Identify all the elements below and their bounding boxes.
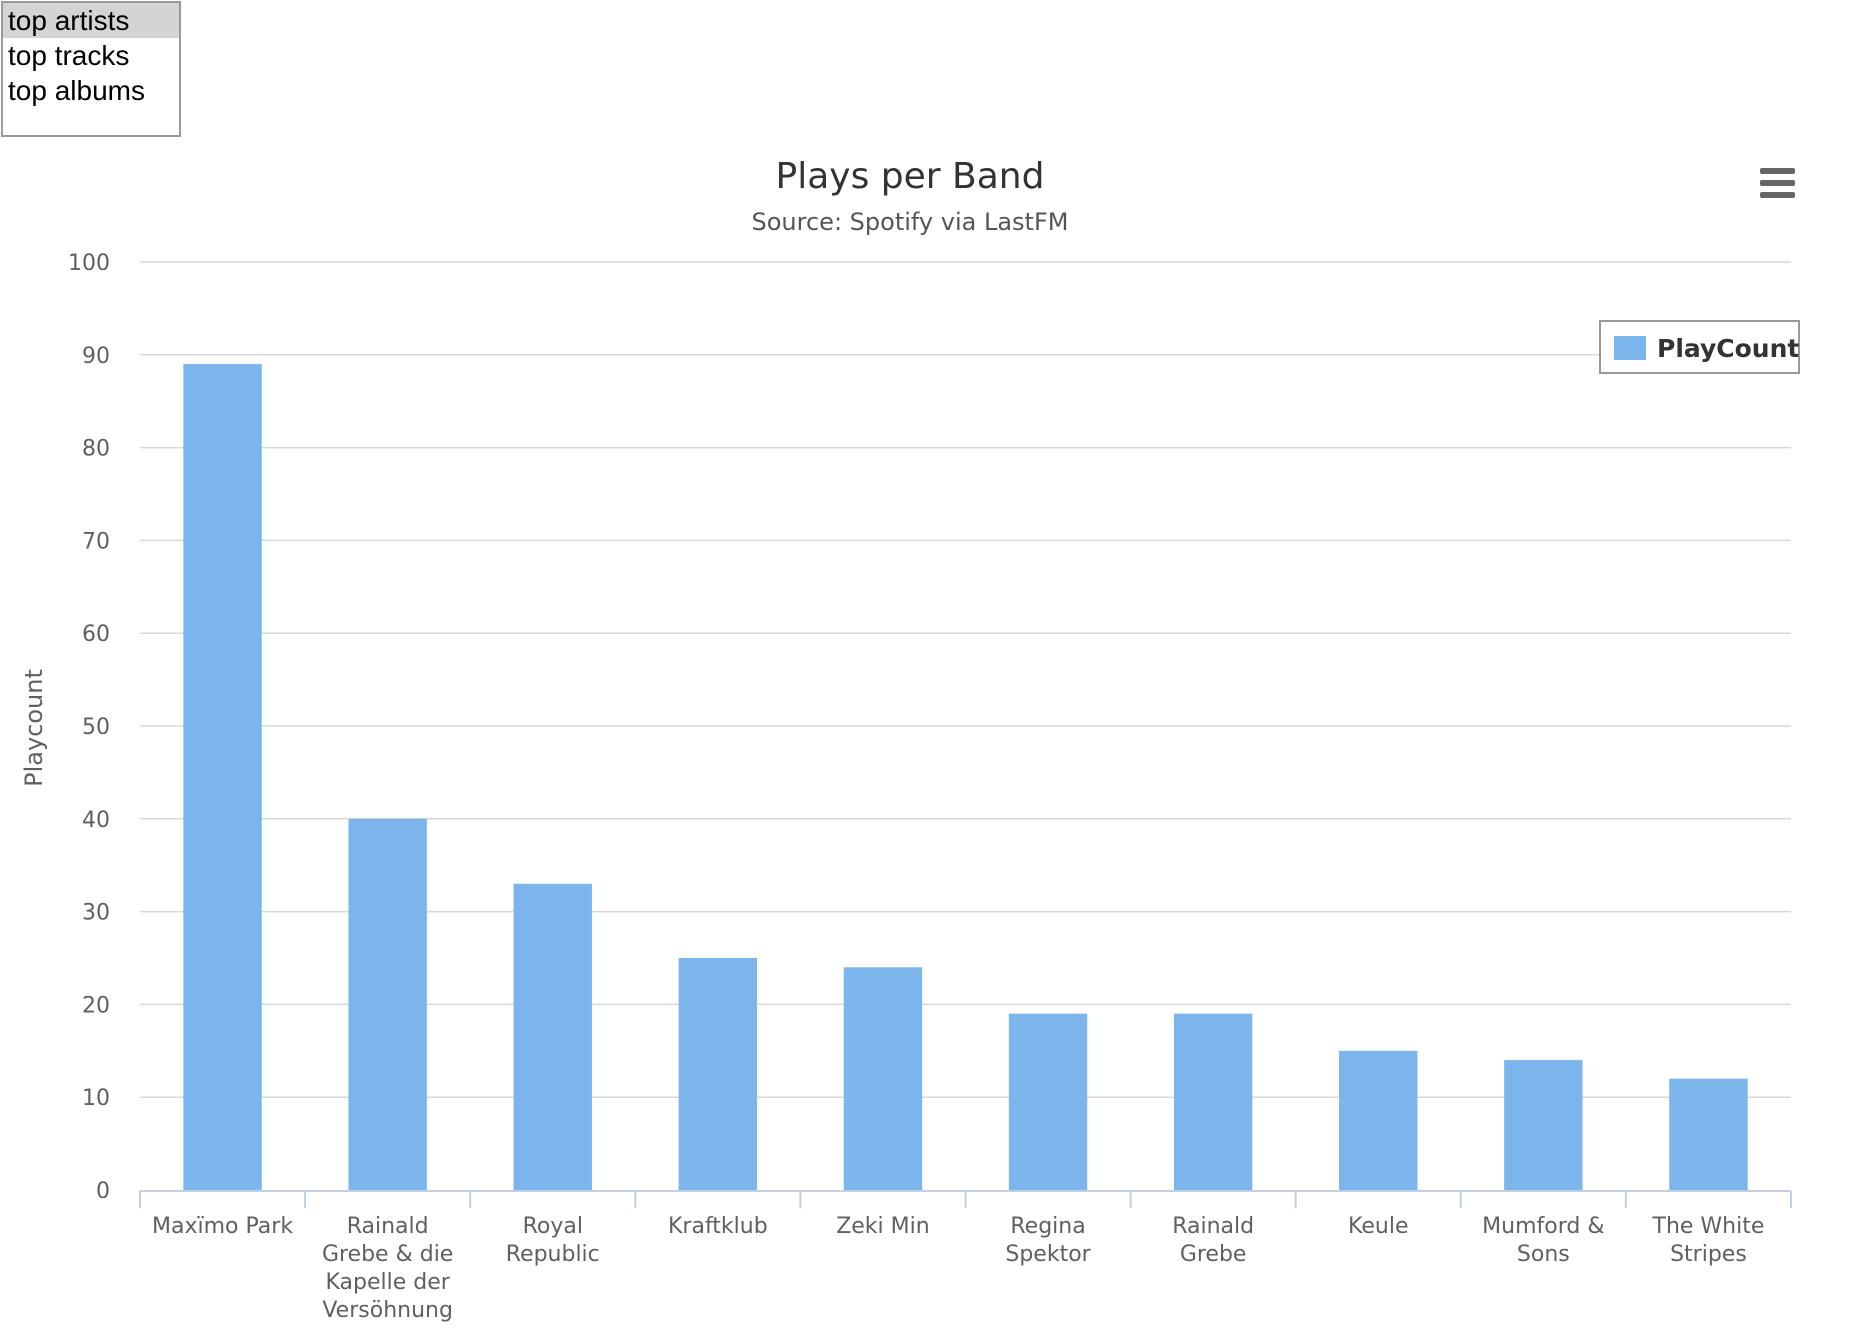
y-tick-label: 100: [68, 251, 110, 276]
bar[interactable]: [1008, 1013, 1088, 1190]
bar[interactable]: [1504, 1060, 1583, 1190]
y-tick-label: 40: [82, 808, 110, 833]
y-axis-tick-labels: 0 10 20 30 40 50 60 70 80 90 100: [68, 251, 110, 1204]
chart-title: Plays per Band: [776, 156, 1045, 197]
y-tick-label: 90: [82, 344, 110, 369]
x-axis: [139, 1190, 1792, 1208]
legend-swatch: [1614, 336, 1646, 360]
bar[interactable]: [1173, 1013, 1253, 1190]
x-category-label: Regina Spektor: [1005, 1214, 1091, 1267]
bars: [183, 364, 1748, 1191]
bar[interactable]: [513, 883, 592, 1190]
y-tick-label: 10: [82, 1086, 110, 1111]
bar[interactable]: [678, 958, 758, 1190]
x-category-label: Zeki Min: [836, 1214, 930, 1239]
report-type-listbox[interactable]: top artists top tracks top albums: [1, 1, 181, 137]
bar[interactable]: [183, 364, 262, 1191]
chart-menu-button[interactable]: [1750, 160, 1795, 200]
x-category-label: Rainald Grebe: [1172, 1214, 1254, 1267]
x-category-label: Rainald Grebe & die Kapelle der Versöhnung: [322, 1214, 453, 1323]
listbox-option-top-artists[interactable]: top artists: [3, 3, 179, 38]
x-category-label: Maxïmo Park: [152, 1214, 293, 1239]
y-tick-label: 70: [82, 529, 110, 554]
x-category-label: Mumford & Sons: [1482, 1214, 1604, 1267]
y-tick-label: 20: [82, 993, 110, 1018]
y-axis-title: Playcount: [20, 669, 48, 787]
bar[interactable]: [1669, 1078, 1748, 1190]
y-tick-label: 80: [82, 437, 110, 462]
y-tick-label: 50: [82, 715, 110, 740]
bar[interactable]: [843, 967, 923, 1190]
x-axis-category-labels: Maxïmo Park Rainald Grebe & die Kapelle der…: [152, 1214, 1764, 1323]
listbox-option-top-albums[interactable]: top albums: [8, 75, 145, 106]
bar[interactable]: [1339, 1050, 1418, 1190]
chart-subtitle: Source: Spotify via LastFM: [752, 208, 1069, 236]
y-tick-label: 60: [82, 622, 110, 647]
y-tick-label: 0: [96, 1179, 110, 1204]
x-category-label: Kraftklub: [668, 1214, 768, 1239]
x-category-label: The White Stripes: [1652, 1214, 1765, 1267]
legend[interactable]: PlayCount: [1599, 320, 1800, 374]
hamburger-menu-icon: [1760, 168, 1795, 198]
bar[interactable]: [348, 818, 427, 1190]
y-tick-label: 30: [82, 901, 110, 926]
x-category-label: Keule: [1348, 1214, 1408, 1239]
x-category-label: Royal Republic: [506, 1214, 600, 1267]
listbox-option-top-tracks[interactable]: top tracks: [8, 40, 130, 71]
legend-item-label: PlayCount: [1657, 334, 1799, 363]
